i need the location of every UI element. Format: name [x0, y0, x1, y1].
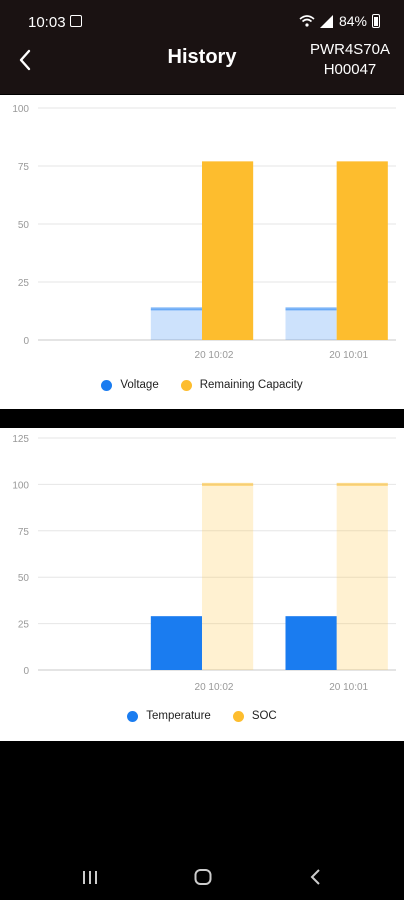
status-indicators: 84%	[299, 13, 380, 29]
bar-temperature-0	[150, 616, 202, 670]
battery-icon	[372, 14, 380, 28]
legend-dot-remaining-capacity	[180, 379, 192, 391]
bar-soc-0	[202, 484, 254, 670]
x-tick-label: 20 10:01	[329, 682, 368, 693]
nav-back-button[interactable]	[296, 862, 336, 892]
legend-item-voltage[interactable]: Voltage	[101, 379, 159, 391]
bar-temperature-1	[285, 616, 337, 670]
chevron-left-icon	[19, 49, 31, 71]
legend-dot-voltage	[101, 379, 113, 391]
y-tick-label: 50	[18, 220, 30, 231]
y-tick-label: 25	[18, 620, 30, 631]
device-id-line2: H00047	[323, 61, 377, 78]
back-button[interactable]	[10, 42, 46, 78]
legend-item-temperature[interactable]: Temperature	[127, 710, 211, 722]
legend-item-remaining-capacity[interactable]: Remaining Capacity	[180, 379, 303, 391]
x-tick-label: 20 10:02	[195, 350, 234, 361]
y-tick-label: 75	[18, 527, 30, 538]
bar-remaining-capacity-0	[202, 161, 254, 340]
y-tick-label: 0	[23, 666, 29, 677]
signal-icon	[319, 14, 333, 28]
app-notification-icon	[70, 15, 82, 27]
temperature-soc-legend: Temperature SOC	[0, 710, 404, 722]
legend-label-temperature: Temperature	[146, 710, 211, 722]
x-tick-label: 20 10:02	[195, 682, 234, 693]
nav-back-icon	[310, 869, 320, 885]
home-icon	[194, 869, 212, 885]
y-tick-label: 100	[12, 480, 29, 491]
x-tick-label: 20 10:01	[329, 350, 368, 361]
wifi-icon	[299, 15, 315, 27]
voltage-capacity-chart[interactable]: 0 25 50 75 100 20 10:02 20 10:01	[0, 95, 404, 365]
app-header: History PWR4S70A H00047	[0, 30, 404, 94]
legend-dot-soc	[232, 710, 244, 722]
temperature-soc-chart[interactable]: 0 25 50 75 100 125 20 10:02 20 10:01	[0, 428, 404, 698]
bar-soc-1	[336, 484, 388, 670]
y-tick-label: 25	[18, 278, 30, 289]
home-button[interactable]	[183, 862, 223, 892]
system-nav-bar	[0, 852, 404, 900]
legend-dot-temperature	[127, 710, 139, 722]
recent-apps-icon	[83, 871, 97, 884]
battery-percent: 84%	[338, 13, 367, 29]
legend-item-soc[interactable]: SOC	[232, 710, 277, 722]
recent-apps-button[interactable]	[70, 862, 110, 892]
voltage-capacity-legend: Voltage Remaining Capacity	[0, 379, 404, 391]
legend-label-remaining-capacity: Remaining Capacity	[199, 379, 303, 391]
device-id-line1: PWR4S70A	[309, 41, 390, 58]
bar-voltage-1	[285, 308, 337, 340]
y-tick-label: 0	[23, 336, 29, 347]
status-time: 10:03	[28, 14, 66, 31]
y-tick-label: 75	[18, 162, 30, 173]
bar-remaining-capacity-1	[336, 161, 388, 340]
y-tick-label: 100	[12, 104, 29, 115]
device-id: PWR4S70A H00047	[310, 40, 390, 80]
legend-label-voltage: Voltage	[120, 379, 159, 391]
voltage-capacity-chart-panel: 0 25 50 75 100 20 10:02 20 10:01 Voltage Remai…	[0, 95, 404, 409]
y-tick-label: 50	[18, 573, 30, 584]
temperature-soc-chart-panel: 0 25 50 75 100 125 20 10:02 20 10:01 Temperatur…	[0, 428, 404, 741]
y-tick-label: 125	[12, 434, 29, 445]
page-title: History	[167, 46, 237, 68]
legend-label-soc: SOC	[251, 710, 277, 722]
bar-voltage-0	[150, 308, 202, 340]
